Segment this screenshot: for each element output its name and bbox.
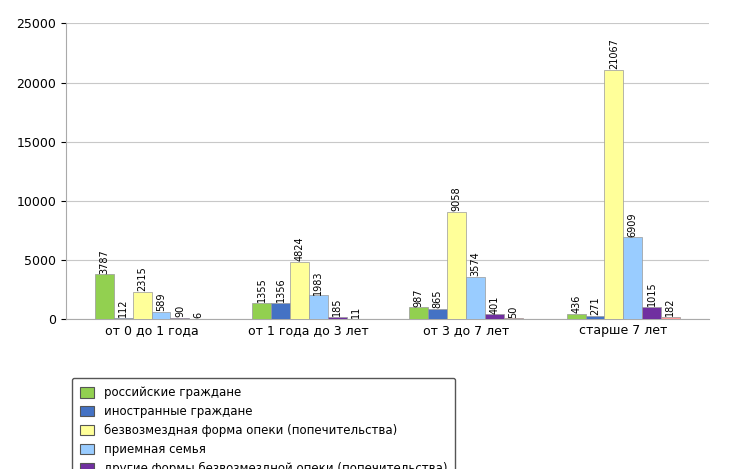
- Text: 11: 11: [351, 306, 361, 318]
- Text: 4824: 4824: [295, 237, 304, 261]
- Bar: [428, 309, 447, 319]
- Bar: [151, 312, 170, 319]
- Bar: [624, 237, 642, 319]
- Text: 90: 90: [175, 305, 185, 317]
- Text: 271: 271: [590, 296, 600, 315]
- Bar: [504, 318, 523, 319]
- Text: 401: 401: [489, 295, 499, 314]
- Bar: [605, 70, 624, 319]
- Bar: [586, 316, 605, 319]
- Text: 3787: 3787: [99, 249, 110, 273]
- Bar: [133, 292, 151, 319]
- Bar: [252, 303, 271, 319]
- Text: 589: 589: [156, 293, 166, 311]
- Text: 1983: 1983: [314, 271, 323, 295]
- Bar: [466, 277, 485, 319]
- Bar: [308, 295, 327, 319]
- Text: 436: 436: [571, 295, 581, 313]
- Bar: [409, 307, 428, 319]
- Bar: [114, 318, 133, 319]
- Bar: [661, 317, 680, 319]
- Bar: [170, 318, 189, 319]
- Legend: российские граждане, иностранные граждане, безвозмездная форма опеки (попечитель: российские граждане, иностранные граждан…: [72, 378, 455, 469]
- Text: 1355: 1355: [257, 278, 267, 303]
- Bar: [327, 317, 346, 319]
- Text: 9058: 9058: [452, 187, 461, 211]
- Text: 2315: 2315: [137, 266, 147, 291]
- Bar: [485, 314, 504, 319]
- Text: 50: 50: [508, 305, 518, 318]
- Bar: [567, 314, 586, 319]
- Text: 182: 182: [665, 298, 675, 316]
- Text: 3574: 3574: [471, 251, 480, 276]
- Text: 987: 987: [414, 288, 424, 307]
- Text: 21067: 21067: [609, 38, 619, 69]
- Bar: [271, 303, 290, 319]
- Bar: [95, 274, 114, 319]
- Text: 6909: 6909: [628, 212, 637, 237]
- Text: 112: 112: [118, 298, 129, 317]
- Text: 1015: 1015: [646, 282, 656, 306]
- Text: 6: 6: [194, 312, 204, 318]
- Bar: [642, 307, 661, 319]
- Text: 1356: 1356: [276, 278, 286, 303]
- Bar: [447, 212, 466, 319]
- Bar: [290, 262, 308, 319]
- Text: 185: 185: [332, 298, 342, 316]
- Text: 865: 865: [433, 289, 443, 308]
